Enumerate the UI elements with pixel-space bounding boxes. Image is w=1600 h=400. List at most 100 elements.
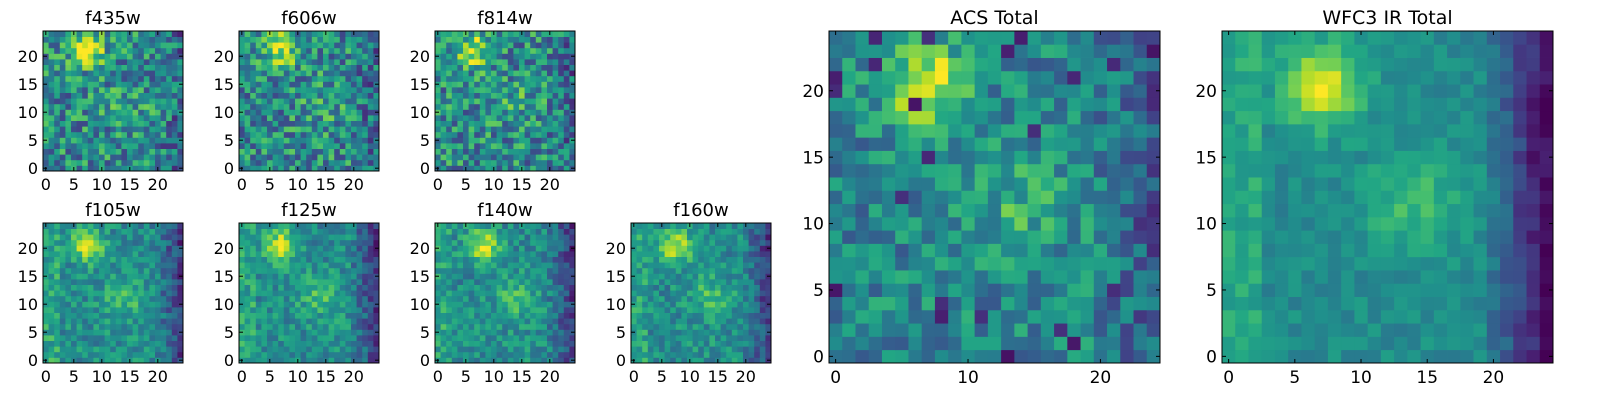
heatmap-cell	[104, 126, 111, 133]
heatmap-cell	[54, 109, 61, 116]
heatmap-cell	[463, 154, 469, 161]
heatmap-cell	[485, 312, 492, 319]
heatmap-cell	[278, 154, 285, 161]
heatmap-cell	[138, 64, 145, 71]
heatmap-cell	[255, 109, 262, 116]
heatmap-cell	[373, 239, 380, 246]
heatmap-cell	[829, 309, 843, 324]
heatmap-cell	[177, 36, 184, 43]
heatmap-cell	[82, 228, 89, 235]
heatmap-cell	[547, 340, 553, 347]
heatmap-cell	[149, 351, 156, 358]
heatmap-cell	[373, 36, 380, 43]
heatmap-cell	[743, 323, 749, 330]
heatmap-cell	[692, 239, 699, 246]
heatmap-cell	[541, 31, 548, 37]
heatmap-cell	[177, 318, 184, 325]
heatmap-cell	[267, 159, 273, 166]
heatmap-cell	[334, 81, 341, 88]
heatmap-cell	[642, 318, 649, 325]
heatmap-cell	[535, 335, 542, 341]
heatmap-cell	[552, 115, 559, 121]
heatmap-cell	[239, 59, 245, 65]
heatmap-cell	[149, 92, 156, 99]
heatmap-cell	[255, 262, 262, 269]
heatmap-cell	[138, 92, 145, 99]
heatmap-cell	[463, 262, 469, 269]
heatmap-cell	[48, 92, 55, 99]
heatmap-cell	[507, 323, 514, 330]
y-tick-label: 0	[420, 351, 430, 370]
heatmap-cell	[692, 301, 699, 308]
heatmap-cell	[664, 256, 671, 263]
heatmap-cell	[244, 318, 251, 325]
heatmap-cell	[670, 267, 677, 274]
heatmap-cell	[463, 81, 469, 88]
heatmap-cell	[373, 307, 380, 313]
heatmap-cell	[1040, 323, 1055, 337]
heatmap-cell	[328, 223, 335, 229]
heatmap-cell	[524, 120, 531, 127]
heatmap-cell	[647, 234, 654, 241]
heatmap-cell	[65, 98, 72, 105]
heatmap-cell	[177, 42, 184, 49]
heatmap-cell	[300, 126, 307, 133]
heatmap-cell	[502, 323, 509, 330]
heatmap-cell	[446, 307, 453, 313]
heatmap-cell	[440, 239, 447, 246]
heatmap-cell	[155, 284, 161, 291]
heatmap-cell	[507, 228, 514, 235]
heatmap-cell	[435, 92, 441, 99]
heatmap-cell	[339, 154, 346, 161]
heatmap-cell	[323, 36, 329, 43]
heatmap-cell	[491, 98, 497, 105]
heatmap-cell	[317, 323, 324, 330]
heatmap-cell	[451, 87, 458, 93]
heatmap-cell	[446, 59, 453, 65]
heatmap-cell	[87, 148, 94, 155]
heatmap-cell	[362, 262, 369, 269]
heatmap-cell	[530, 357, 537, 364]
heatmap-cells	[43, 223, 184, 364]
heatmap-cell	[748, 335, 755, 341]
heatmap-cell	[496, 351, 503, 358]
heatmap-cell	[255, 53, 262, 60]
heatmap-cell	[283, 318, 290, 325]
heatmap-cell	[71, 120, 77, 127]
heatmap-cell	[485, 98, 492, 105]
heatmap-cell	[339, 109, 346, 116]
heatmap-cell	[283, 42, 290, 49]
heatmap-cell	[468, 262, 475, 269]
heatmap-cell	[1146, 336, 1161, 351]
heatmap-cell	[323, 301, 329, 308]
heatmap-cell	[855, 283, 870, 297]
heatmap-cell	[143, 273, 150, 280]
heatmap-cell	[737, 223, 744, 229]
x-tick-label: 0	[433, 175, 443, 194]
heatmap-cell	[267, 98, 273, 105]
heatmap-cell	[48, 36, 55, 43]
heatmap-cell	[323, 81, 329, 88]
heatmap-cell	[748, 239, 755, 246]
heatmap-cell	[1093, 203, 1108, 218]
heatmap-cell	[272, 357, 279, 364]
heatmap-cell	[261, 307, 268, 313]
heatmap-cell	[737, 284, 744, 291]
heatmap-cell	[474, 301, 481, 308]
heatmap-cell	[653, 223, 660, 229]
heatmap-cell	[121, 290, 128, 297]
heatmap-cell	[250, 323, 257, 330]
heatmap-cell	[547, 279, 553, 285]
heatmap-cell	[59, 92, 66, 99]
heatmap-cell	[552, 59, 559, 65]
heatmap-cell	[48, 351, 55, 358]
heatmap-cells	[239, 223, 380, 364]
heatmap-cell	[558, 154, 565, 161]
heatmap-cell	[362, 98, 369, 105]
heatmap-cell	[513, 223, 520, 229]
heatmap-cell	[82, 279, 89, 285]
heatmap-cell	[709, 290, 716, 297]
heatmap-cell	[143, 98, 150, 105]
heatmap-cell	[502, 42, 509, 49]
heatmap-cell	[160, 59, 167, 65]
